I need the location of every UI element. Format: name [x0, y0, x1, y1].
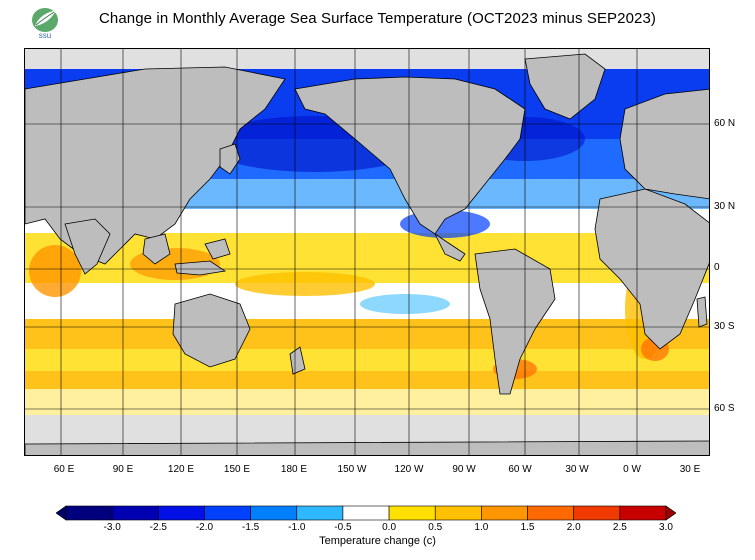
lon-label-30w: 30 W — [565, 464, 589, 475]
colorbar-under-arrow — [56, 505, 67, 521]
lon-label-90w: 90 W — [452, 464, 476, 475]
colorbar-tick-label: 0.0 — [382, 522, 397, 533]
colorbar-tick-label: 1.0 — [474, 522, 489, 533]
colorbar-segment — [250, 505, 298, 521]
colorbar-tick-label: -3.0 — [103, 522, 121, 533]
svg-text:ssu: ssu — [39, 31, 51, 40]
colorbar-segment — [619, 505, 667, 521]
colorbar-tick-label: 0.5 — [428, 522, 443, 533]
colorbar-segment — [158, 505, 205, 521]
colorbar-segment — [204, 505, 251, 521]
map-canvas — [25, 49, 709, 455]
lon-label-0w: 0 W — [623, 464, 641, 475]
colorbar — [56, 505, 676, 521]
lon-label-60w: 60 W — [508, 464, 532, 475]
colorbar-segment — [342, 505, 390, 521]
colorbar-segment — [296, 505, 344, 521]
colorbar-over-arrow — [665, 505, 676, 521]
colorbar-segment — [527, 505, 574, 521]
lat-label-30s: 30 S — [714, 321, 735, 332]
graticule — [25, 49, 709, 455]
colorbar-label: Temperature change (c) — [319, 535, 436, 547]
colorbar-segment — [481, 505, 528, 521]
colorbar-tick-label: 1.5 — [520, 522, 535, 533]
lat-label-0: 0 — [714, 262, 720, 273]
lat-label-60s: 60 S — [714, 403, 735, 414]
colorbar-segment — [111, 505, 159, 521]
land — [25, 53, 709, 455]
colorbar-tick-label: -0.5 — [334, 522, 352, 533]
lon-label-90e: 90 E — [112, 464, 134, 475]
sst-change-map — [24, 48, 710, 456]
lon-label-180e: 180 E — [280, 464, 308, 475]
colorbar-tick-label: -2.5 — [149, 522, 167, 533]
map-title: Change in Monthly Average Sea Surface Te… — [98, 10, 657, 27]
colorbar-tick-label: -1.0 — [288, 522, 306, 533]
lon-label-30e: 30 E — [679, 464, 701, 475]
colorbar-tick-label: -2.0 — [195, 522, 214, 533]
lon-label-120w: 120 W — [394, 464, 424, 475]
leaf-logo: ssu — [32, 8, 58, 40]
lon-label-60e: 60 E — [53, 464, 75, 475]
colorbar-segment — [388, 505, 436, 521]
lon-label-150w: 150 W — [337, 464, 367, 475]
colorbar-segment — [65, 505, 113, 521]
lon-label-120e: 120 E — [167, 464, 195, 475]
lat-label-60n: 60 N — [714, 118, 736, 129]
lon-label-150e: 150 E — [223, 464, 251, 475]
colorbar-tick-label: -1.5 — [241, 522, 260, 533]
colorbar-tick-label: 2.5 — [612, 522, 627, 533]
lat-label-30n: 30 N — [714, 201, 736, 212]
colorbar-tick-label: 2.0 — [566, 522, 581, 533]
colorbar-segment — [434, 505, 482, 521]
colorbar-tick-label: 3.0 — [659, 522, 673, 533]
colorbar-segment — [573, 505, 621, 521]
